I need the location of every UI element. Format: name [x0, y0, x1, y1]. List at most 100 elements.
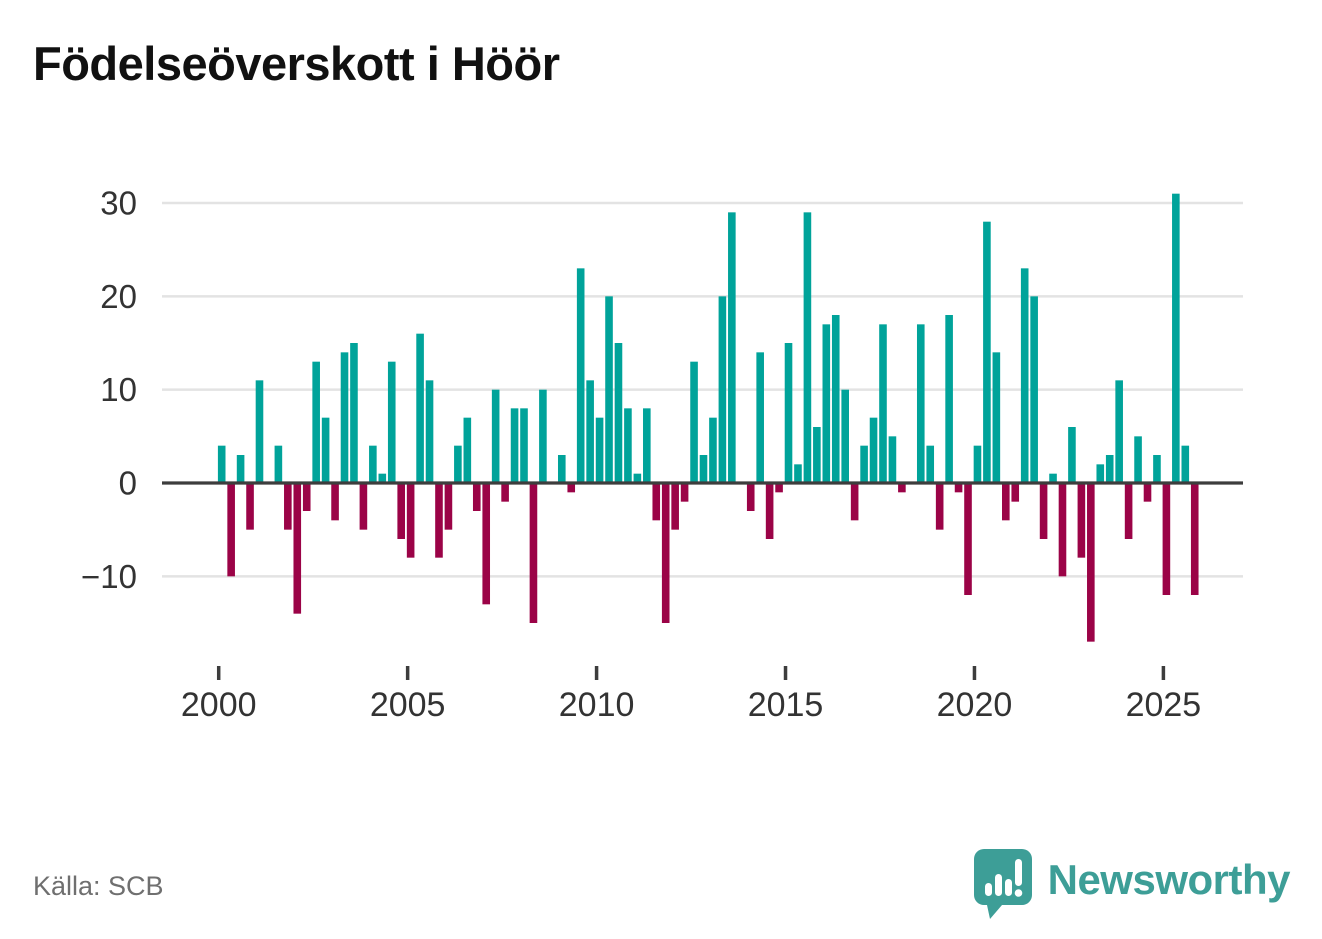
bar-2018q4	[926, 445, 935, 483]
x-tick-label-2020: 2020	[937, 686, 1013, 724]
bar-2019q4	[964, 483, 972, 595]
bar-2004q3	[387, 361, 396, 483]
bar-2003q3	[350, 343, 358, 483]
bar-2009q4	[586, 380, 594, 483]
bar-2011q1	[633, 473, 642, 483]
logo-exclamation-dot	[1014, 889, 1022, 897]
bar-2015q4	[813, 427, 821, 483]
x-tick-label-2000: 2000	[181, 686, 257, 724]
bar-2017q3	[879, 324, 887, 483]
bar-2018q3	[916, 324, 925, 483]
bar-2007q1	[482, 483, 491, 605]
bar-2019q2	[945, 315, 953, 483]
bar-2007q4	[510, 408, 519, 483]
bar-2006q2	[454, 445, 462, 483]
bar-2007q2	[491, 389, 500, 483]
bar-2017q4	[888, 436, 897, 483]
bar-2018q1	[898, 483, 906, 493]
bar-2004q4	[397, 483, 405, 539]
source-label: Källa: SCB	[33, 871, 164, 901]
bar-2012q2	[680, 483, 689, 502]
bar-2001q1	[255, 380, 264, 483]
logo-bar-3	[1004, 879, 1012, 896]
bar-2013q1	[709, 417, 717, 483]
bar-2009q1	[557, 455, 566, 483]
bar-2016q2	[831, 315, 840, 483]
logo-bar-2	[994, 874, 1002, 896]
bar-2022q4	[1077, 483, 1086, 558]
y-tick-label-10: 10	[100, 371, 137, 408]
bar-2022q3	[1068, 427, 1076, 483]
page-title: Födelseöverskott i Höör	[33, 37, 560, 90]
x-tick-label-2025: 2025	[1126, 686, 1202, 724]
x-tick-label-2005: 2005	[370, 686, 446, 724]
bar-2009q3	[576, 268, 585, 483]
bar-2008q1	[520, 408, 528, 483]
bar-2011q3	[652, 483, 661, 521]
bar-2016q3	[841, 389, 850, 483]
bar-2025q1	[1162, 483, 1171, 595]
y-tick-label-30: 30	[100, 185, 137, 222]
bar-2005q1	[406, 483, 415, 558]
bar-2003q1	[331, 483, 339, 521]
bar-2025q3	[1181, 445, 1190, 483]
bar-2023q3	[1105, 455, 1114, 483]
bar-2015q1	[784, 343, 793, 483]
bar-2006q3	[463, 417, 472, 483]
bar-2024q1	[1124, 483, 1133, 539]
speech-bubble-shape	[973, 849, 1032, 919]
bar-2002q3	[312, 361, 320, 483]
bar-2013q2	[718, 296, 727, 483]
bar-2015q2	[794, 464, 802, 483]
y-tick-label-0: 0	[119, 465, 137, 502]
bar-2020q3	[992, 352, 1001, 483]
bar-2013q3	[728, 212, 736, 483]
bar-2014q3	[765, 483, 774, 539]
bar-2023q2	[1096, 464, 1105, 483]
logo-bar-1	[984, 883, 992, 896]
bar-2000q2	[227, 483, 235, 577]
bar-2010q2	[605, 296, 613, 483]
bar-2021q1	[1011, 483, 1020, 502]
bar-2008q2	[529, 483, 538, 623]
bar-2012q3	[690, 361, 698, 483]
bar-2014q4	[775, 483, 783, 493]
bar-2022q2	[1058, 483, 1067, 577]
bar-2008q3	[539, 389, 547, 483]
bar-2005q2	[416, 333, 424, 483]
bar-2025q2	[1172, 193, 1180, 483]
bar-2012q1	[671, 483, 679, 530]
bar-2001q3	[274, 445, 283, 483]
bar-2014q2	[756, 352, 764, 483]
bar-2005q4	[435, 483, 443, 558]
bar-2010q4	[624, 408, 632, 483]
bar-2000q3	[236, 455, 245, 483]
bar-2004q2	[378, 473, 387, 483]
bar-2021q4	[1039, 483, 1048, 539]
bar-2023q4	[1115, 380, 1123, 483]
bar-2021q3	[1030, 296, 1038, 483]
bar-2011q4	[661, 483, 670, 623]
bar-2017q1	[860, 445, 868, 483]
bar-2004q1	[369, 445, 377, 483]
bar-2024q2	[1134, 436, 1142, 483]
bar-2003q4	[359, 483, 368, 530]
bar-2011q2	[643, 408, 651, 483]
y-tick-label--10: −10	[81, 558, 137, 595]
x-tick-label-2015: 2015	[748, 686, 824, 724]
bar-2016q1	[822, 324, 831, 483]
bar-2019q1	[935, 483, 944, 530]
branding: Newsworthy	[972, 840, 1291, 920]
bar-2024q4	[1153, 455, 1161, 483]
x-tick-label-2010: 2010	[559, 686, 635, 724]
newsworthy-logo-text: Newsworthy	[1047, 856, 1291, 903]
bar-2017q2	[869, 417, 878, 483]
bar-2002q4	[321, 417, 330, 483]
newsworthy-logo-icon	[973, 849, 1032, 919]
bar-2019q3	[954, 483, 963, 493]
bar-2007q3	[501, 483, 509, 502]
bar-2005q3	[425, 380, 434, 483]
bar-2001q4	[284, 483, 292, 530]
bar-2010q1	[595, 417, 604, 483]
